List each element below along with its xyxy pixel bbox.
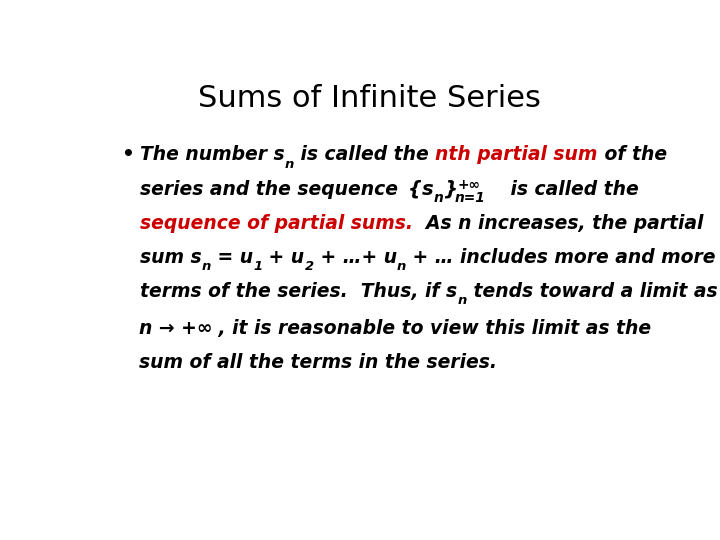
Text: +∞: +∞ — [458, 178, 481, 192]
Text: s: s — [422, 179, 434, 199]
Text: {: { — [408, 179, 422, 199]
Text: = u: = u — [211, 248, 253, 267]
Text: of the: of the — [598, 145, 667, 165]
Text: n: n — [457, 294, 467, 307]
Text: The number s: The number s — [140, 145, 285, 165]
Text: n: n — [285, 158, 294, 171]
Text: 1: 1 — [253, 260, 263, 273]
Text: nth partial sum: nth partial sum — [436, 145, 598, 165]
Text: sum s: sum s — [140, 248, 202, 267]
Text: }: } — [444, 179, 458, 199]
Text: series and the sequence: series and the sequence — [140, 179, 398, 199]
Text: n=1: n=1 — [455, 191, 486, 205]
Text: n: n — [434, 191, 444, 205]
Text: tends toward a limit as: tends toward a limit as — [467, 282, 717, 301]
Text: 2: 2 — [305, 260, 314, 273]
Text: n: n — [397, 260, 406, 273]
Text: •: • — [121, 145, 134, 165]
Text: sum of all the terms in the series.: sum of all the terms in the series. — [138, 353, 497, 373]
Text: Sums of Infinite Series: Sums of Infinite Series — [197, 84, 541, 112]
Text: + … includes more and more: + … includes more and more — [406, 248, 716, 267]
Text: , it is reasonable to view this limit as the: , it is reasonable to view this limit as… — [212, 319, 651, 339]
Text: n: n — [202, 260, 211, 273]
Text: is called the: is called the — [294, 145, 436, 165]
Text: terms of the series.  Thus, if s: terms of the series. Thus, if s — [140, 282, 457, 301]
Text: n → +∞: n → +∞ — [138, 319, 212, 339]
Text: + u: + u — [263, 248, 305, 267]
Text: is called the: is called the — [491, 179, 639, 199]
Text: sequence of partial sums.: sequence of partial sums. — [140, 214, 413, 233]
Text: + …+ u: + …+ u — [314, 248, 397, 267]
Text: As n increases, the partial: As n increases, the partial — [413, 214, 703, 233]
